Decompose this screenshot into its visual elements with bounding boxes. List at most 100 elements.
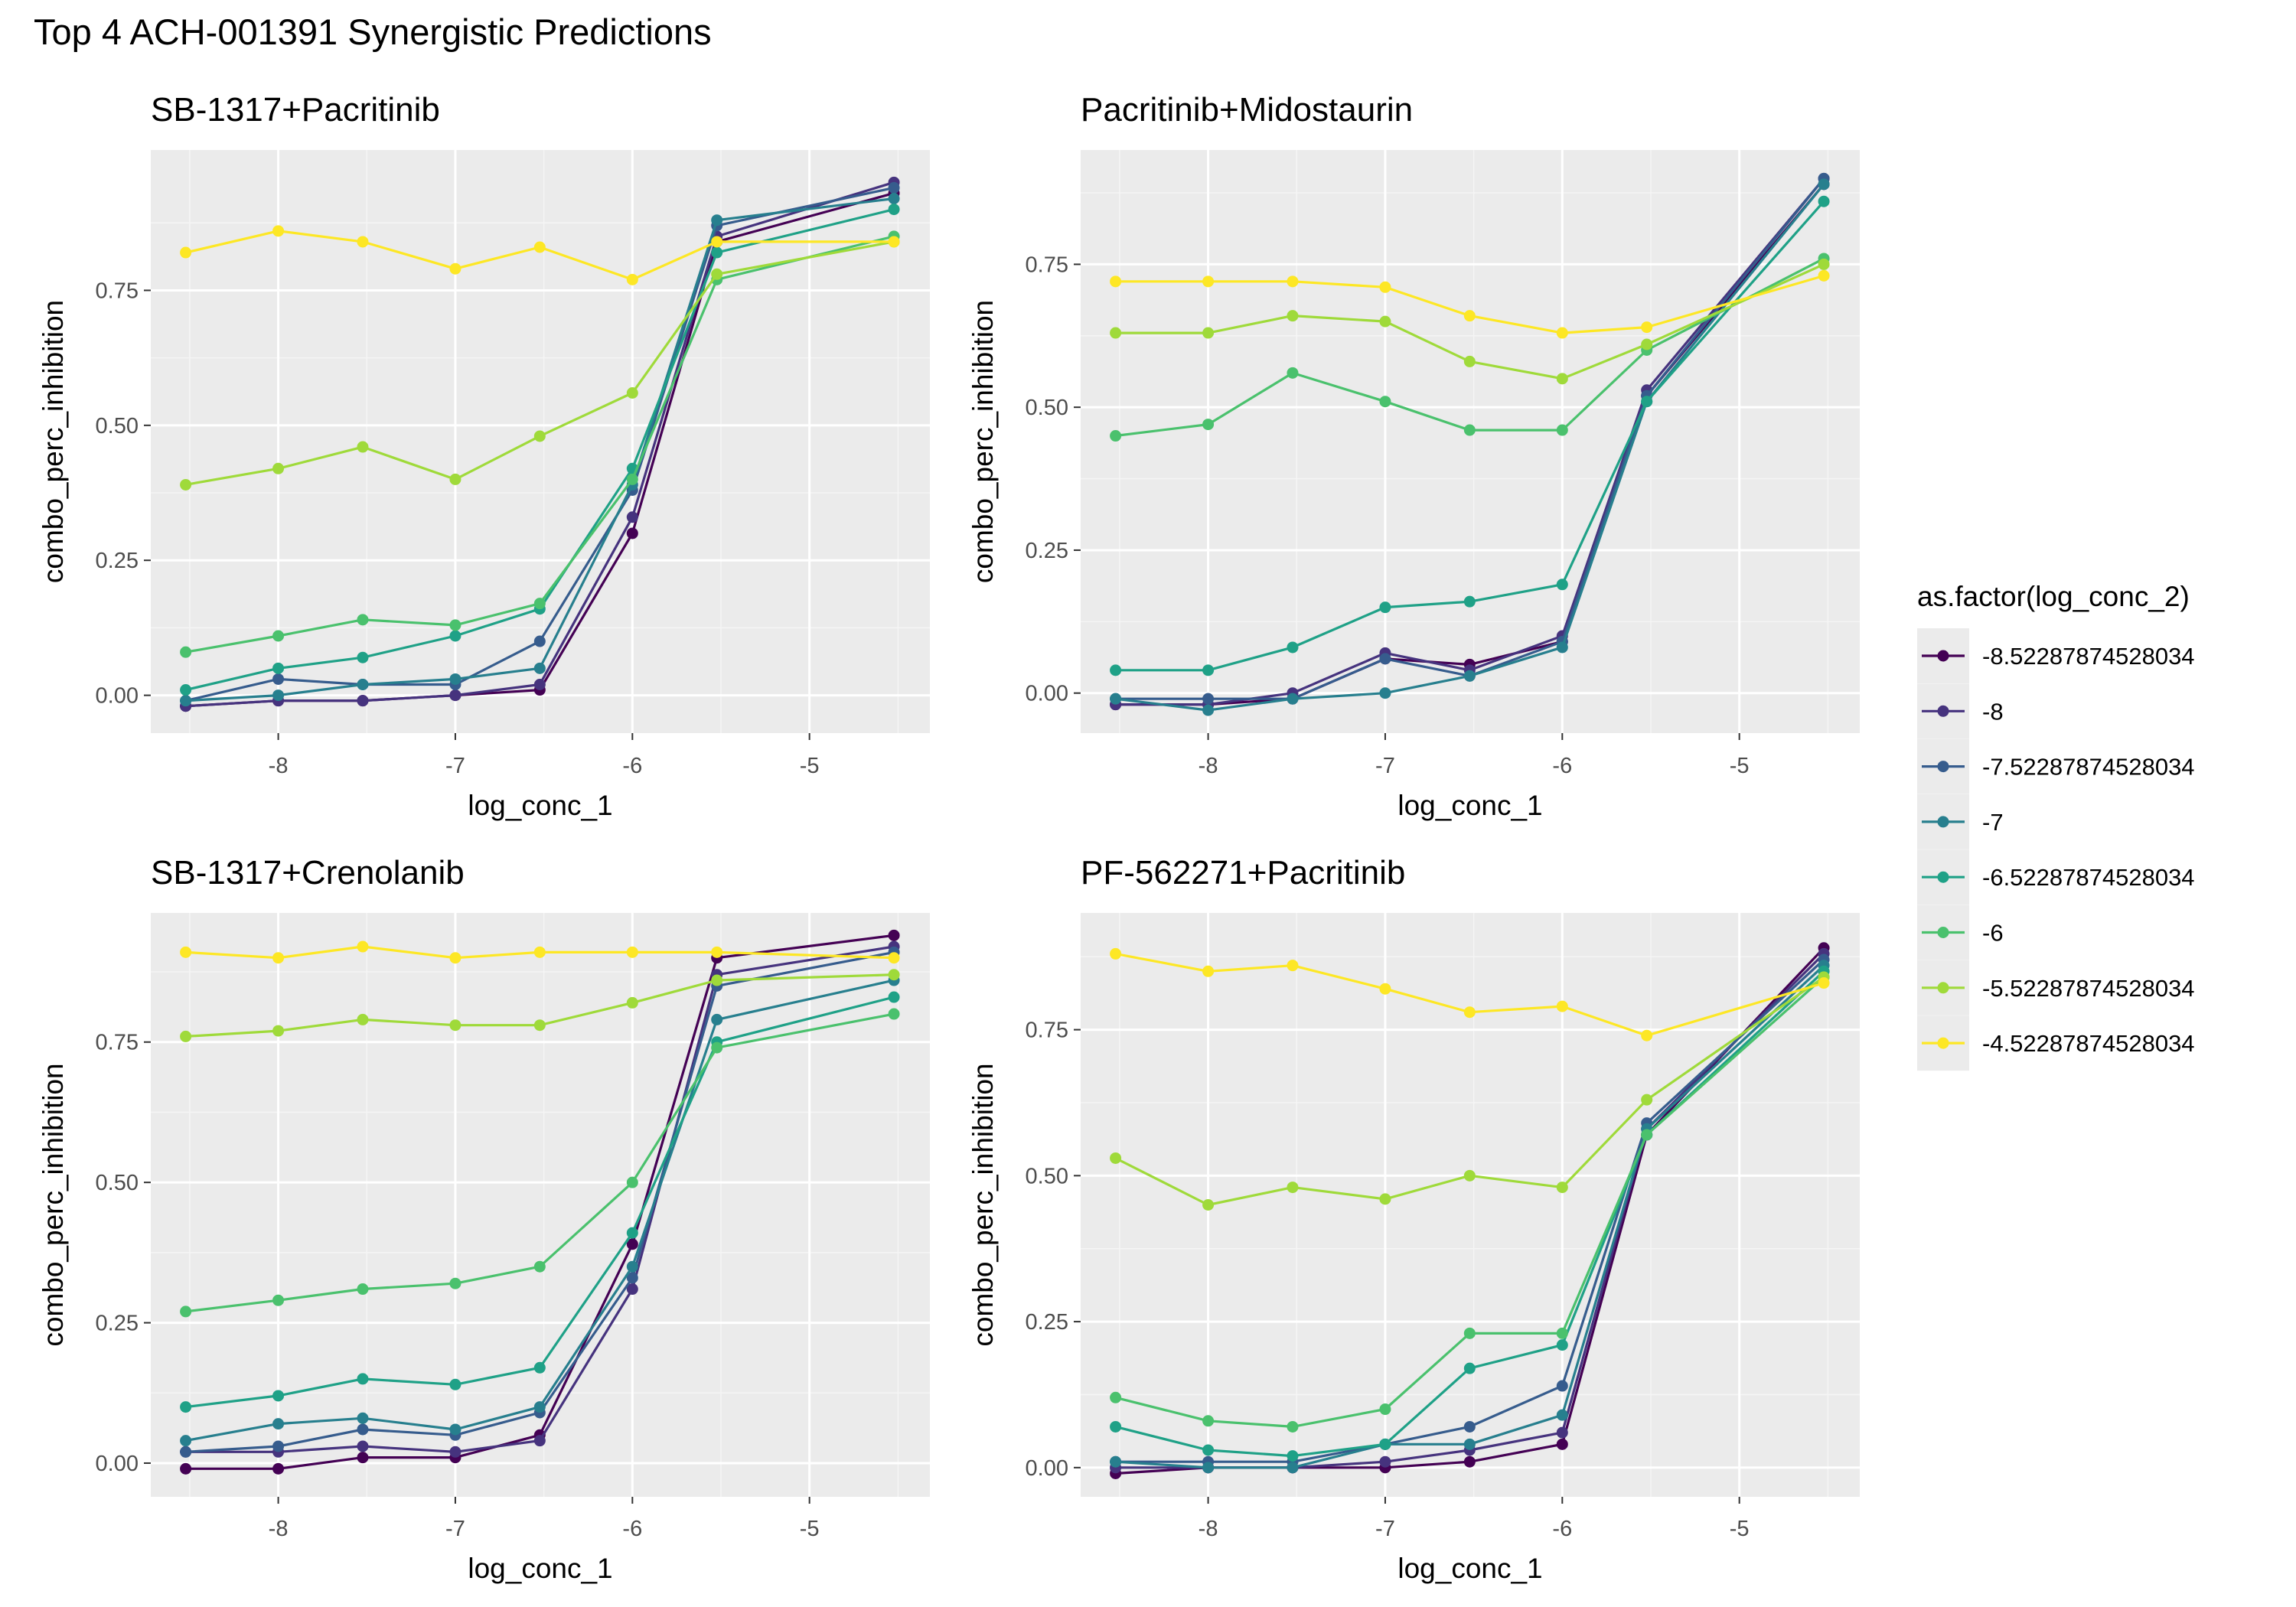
data-point bbox=[357, 679, 369, 690]
series-4 bbox=[180, 193, 900, 707]
legend-entry: -6.52287874528034 bbox=[1917, 849, 2195, 905]
legend-key-point bbox=[1937, 1037, 1949, 1049]
y-tick-label: 0.00 bbox=[1026, 682, 1068, 706]
series-8 bbox=[1110, 947, 1830, 1041]
x-tick-label: -5 bbox=[1730, 754, 1750, 778]
data-point bbox=[1818, 258, 1830, 270]
panel-title: PF-562271+Pacritinib bbox=[1081, 854, 1405, 892]
data-point bbox=[626, 1227, 638, 1239]
data-point bbox=[1463, 1420, 1476, 1433]
data-point bbox=[626, 1272, 638, 1284]
panel-3: -8 -7 -6 -5 0.00 0.25 0.50 0.75 SB-1317+Crenolan… bbox=[38, 854, 930, 1584]
legend-key-point bbox=[1937, 816, 1949, 828]
data-point bbox=[1287, 1420, 1299, 1433]
series-line bbox=[1115, 274, 1825, 334]
data-point bbox=[626, 946, 638, 958]
data-point bbox=[272, 1390, 285, 1402]
data-point bbox=[626, 527, 638, 539]
data-point bbox=[272, 952, 285, 964]
series-line bbox=[185, 181, 895, 708]
data-point bbox=[888, 1008, 900, 1020]
data-point bbox=[711, 246, 723, 259]
data-point bbox=[888, 193, 900, 204]
data-point bbox=[180, 246, 192, 259]
data-point bbox=[1556, 1380, 1568, 1392]
series-line bbox=[185, 1012, 895, 1313]
x-tick-label: -8 bbox=[1199, 754, 1218, 778]
data-point bbox=[533, 946, 546, 958]
panel-title: SB-1317+Pacritinib bbox=[151, 91, 440, 129]
y-tick-label: 0.00 bbox=[1026, 1456, 1068, 1481]
legend-key-point bbox=[1937, 761, 1949, 773]
data-point bbox=[1463, 310, 1476, 322]
x-tick-label: -8 bbox=[269, 1517, 289, 1541]
data-point bbox=[533, 1260, 546, 1273]
data-point bbox=[180, 1435, 192, 1447]
data-point bbox=[626, 273, 638, 285]
y-tick-label: 0.00 bbox=[96, 684, 139, 709]
y-tick-label: 0.25 bbox=[1026, 1310, 1068, 1335]
data-point bbox=[1110, 327, 1122, 339]
figure-title: Top 4 ACH-001391 Synergistic Predictions bbox=[34, 11, 712, 52]
legend-key-point bbox=[1937, 871, 1949, 883]
legend-label: -8 bbox=[1982, 698, 2004, 725]
data-point bbox=[180, 1305, 192, 1318]
series-line bbox=[185, 973, 895, 1038]
legend-entry: -8 bbox=[1917, 683, 2004, 739]
data-point bbox=[180, 1401, 192, 1413]
series-7 bbox=[1110, 258, 1830, 385]
y-tick-label: 0.75 bbox=[96, 279, 139, 303]
data-point bbox=[1463, 1169, 1476, 1182]
data-point bbox=[1379, 1193, 1391, 1205]
data-point bbox=[533, 679, 546, 690]
data-point bbox=[1202, 275, 1215, 288]
x-tick-label: -7 bbox=[1375, 1517, 1395, 1541]
data-point bbox=[1463, 1327, 1476, 1339]
x-tick-label: -7 bbox=[445, 754, 465, 778]
legend-entry: -7.52287874528034 bbox=[1917, 738, 2195, 794]
panels: -8 -7 -6 -5 0.00 0.25 0.50 0.75 SB-1317+Pacritin… bbox=[38, 91, 1860, 1584]
y-axis-label: combo_perc_inhibition bbox=[967, 300, 999, 583]
data-point bbox=[1110, 430, 1122, 442]
data-point bbox=[1641, 396, 1653, 408]
series-8 bbox=[1110, 269, 1830, 339]
series-4 bbox=[180, 974, 900, 1447]
data-point bbox=[1379, 396, 1391, 408]
data-point bbox=[1287, 693, 1299, 705]
data-point bbox=[357, 1452, 369, 1464]
data-point bbox=[357, 1373, 369, 1385]
data-point bbox=[1287, 1450, 1299, 1462]
data-point bbox=[1556, 1339, 1568, 1351]
data-point bbox=[1202, 327, 1215, 339]
data-point bbox=[180, 1462, 192, 1475]
series-5 bbox=[180, 991, 900, 1413]
data-point bbox=[1556, 1426, 1568, 1439]
series-7 bbox=[1110, 971, 1830, 1211]
data-point bbox=[272, 630, 285, 642]
data-point bbox=[1463, 355, 1476, 367]
data-point bbox=[711, 946, 723, 958]
series-line bbox=[1115, 178, 1825, 700]
data-point bbox=[1379, 315, 1391, 328]
series-8 bbox=[180, 940, 900, 964]
data-point bbox=[1556, 327, 1568, 339]
series-line bbox=[185, 197, 895, 702]
series-line bbox=[1115, 183, 1825, 712]
legend-label: -7.52287874528034 bbox=[1982, 754, 2195, 781]
data-point bbox=[1110, 664, 1122, 676]
legend-entry: -6 bbox=[1917, 905, 2004, 960]
data-point bbox=[1202, 693, 1215, 705]
data-point bbox=[449, 619, 461, 631]
data-point bbox=[180, 946, 192, 958]
data-point bbox=[1202, 965, 1215, 977]
data-point bbox=[626, 1260, 638, 1273]
data-point bbox=[357, 1412, 369, 1424]
series-line bbox=[185, 945, 895, 960]
data-point bbox=[272, 1025, 285, 1037]
data-point bbox=[626, 473, 638, 485]
data-point bbox=[357, 1283, 369, 1296]
data-point bbox=[357, 695, 369, 707]
data-point bbox=[449, 1423, 461, 1436]
data-point bbox=[1287, 1462, 1299, 1474]
